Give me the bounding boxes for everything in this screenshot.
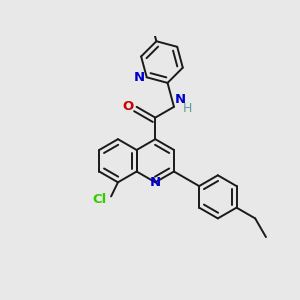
Text: H: H — [183, 102, 193, 115]
Text: N: N — [175, 93, 186, 106]
Text: Cl: Cl — [92, 193, 106, 206]
Text: N: N — [150, 176, 161, 189]
Text: N: N — [134, 71, 145, 84]
Text: O: O — [122, 100, 134, 112]
